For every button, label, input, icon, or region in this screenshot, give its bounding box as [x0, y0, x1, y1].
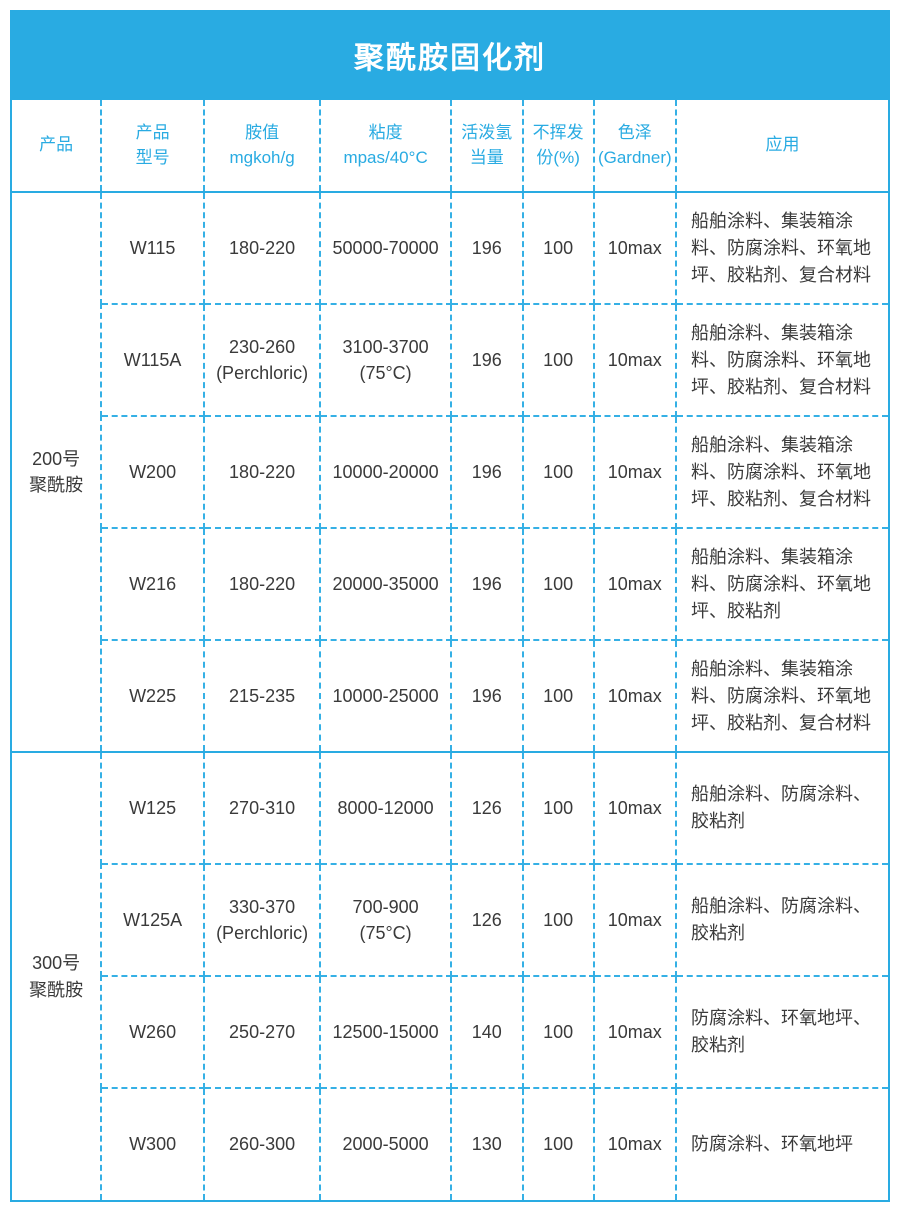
hydrogen-cell: 140: [449, 975, 524, 1089]
amine-cell: 180-220: [202, 415, 322, 529]
page: 聚酰胺固化剂 产品 产品 型号 胺值 mgkoh/g 粘度 mpas/40°C …: [10, 10, 890, 1202]
model-cell: W125: [100, 751, 205, 865]
nonvolatile-cell: 100: [521, 975, 595, 1089]
application-cell: 船舶涂料、集装箱涂料、防腐涂料、环氧地坪、胶粘剂、复合材料: [674, 415, 888, 529]
product-group-cell: 200号 聚酰胺: [12, 191, 103, 753]
nonvolatile-cell: 100: [521, 863, 595, 977]
color-cell: 10max: [592, 527, 677, 641]
color-cell: 10max: [592, 303, 677, 417]
nonvolatile-cell: 100: [521, 415, 595, 529]
nonvolatile-cell: 100: [521, 303, 595, 417]
amine-cell: 215-235: [202, 639, 322, 753]
viscosity-cell: 8000-12000: [319, 751, 452, 865]
amine-cell: 250-270: [202, 975, 322, 1089]
hydrogen-cell: 196: [449, 527, 524, 641]
viscosity-cell: 2000-5000: [319, 1087, 452, 1200]
viscosity-cell: 700-900 (75°C): [319, 863, 452, 977]
table-row: 300号 聚酰胺 W125 270-310 8000-12000 126 100…: [12, 751, 888, 1200]
hydrogen-cell: 196: [449, 415, 524, 529]
model-cell: W115: [100, 191, 205, 305]
hydrogen-cell: 196: [449, 303, 524, 417]
column-header-amine-value: 胺值 mgkoh/g: [202, 100, 322, 193]
hydrogen-cell: 196: [449, 191, 524, 305]
amine-cell: 180-220: [202, 527, 322, 641]
model-cell: W200: [100, 415, 205, 529]
table-row: W260 250-270 12500-15000 140 100 10max 防…: [12, 975, 888, 1089]
nonvolatile-cell: 100: [521, 751, 595, 865]
column-header-application: 应用: [674, 100, 888, 193]
table-row: W125A 330-370 (Perchloric) 700-900 (75°C…: [12, 863, 888, 977]
application-cell: 船舶涂料、集装箱涂料、防腐涂料、环氧地坪、胶粘剂、复合材料: [674, 639, 888, 753]
model-cell: W115A: [100, 303, 205, 417]
table-row: W115A 230-260 (Perchloric) 3100-3700 (75…: [12, 303, 888, 417]
application-cell: 船舶涂料、集装箱涂料、防腐涂料、环氧地坪、胶粘剂: [674, 527, 888, 641]
amine-cell: 260-300: [202, 1087, 322, 1200]
nonvolatile-cell: 100: [521, 639, 595, 753]
table-row: W225 215-235 10000-25000 196 100 10max 船…: [12, 639, 888, 753]
nonvolatile-cell: 100: [521, 191, 595, 305]
product-group-cell: 300号 聚酰胺: [12, 751, 103, 1200]
color-cell: 10max: [592, 639, 677, 753]
nonvolatile-cell: 100: [521, 527, 595, 641]
model-cell: W300: [100, 1087, 205, 1200]
column-header-nonvolatile: 不挥发 份(%): [521, 100, 595, 193]
application-cell: 船舶涂料、集装箱涂料、防腐涂料、环氧地坪、胶粘剂、复合材料: [674, 191, 888, 305]
amine-cell: 270-310: [202, 751, 322, 865]
column-header-product: 产品: [12, 100, 103, 193]
hydrogen-cell: 196: [449, 639, 524, 753]
hydrogen-cell: 130: [449, 1087, 524, 1200]
color-cell: 10max: [592, 975, 677, 1089]
title-bar: 聚酰胺固化剂: [10, 10, 890, 100]
table-row: W300 260-300 2000-5000 130 100 10max 防腐涂…: [12, 1087, 888, 1200]
spec-table: 产品 产品 型号 胺值 mgkoh/g 粘度 mpas/40°C 活泼氢 当量 …: [12, 100, 888, 1200]
table-row: W216 180-220 20000-35000 196 100 10max 船…: [12, 527, 888, 641]
viscosity-cell: 20000-35000: [319, 527, 452, 641]
application-cell: 船舶涂料、集装箱涂料、防腐涂料、环氧地坪、胶粘剂、复合材料: [674, 303, 888, 417]
column-header-viscosity: 粘度 mpas/40°C: [319, 100, 452, 193]
table-header: 产品 产品 型号 胺值 mgkoh/g 粘度 mpas/40°C 活泼氢 当量 …: [12, 100, 888, 193]
model-cell: W216: [100, 527, 205, 641]
column-header-model: 产品 型号: [100, 100, 205, 193]
application-cell: 防腐涂料、环氧地坪: [674, 1087, 888, 1200]
color-cell: 10max: [592, 191, 677, 305]
column-header-gardner-color: 色泽 (Gardner): [592, 100, 677, 193]
viscosity-cell: 3100-3700 (75°C): [319, 303, 452, 417]
color-cell: 10max: [592, 751, 677, 865]
viscosity-cell: 12500-15000: [319, 975, 452, 1089]
page-title: 聚酰胺固化剂: [354, 42, 546, 75]
viscosity-cell: 10000-25000: [319, 639, 452, 753]
group-300-polyamide: 300号 聚酰胺 W125 270-310 8000-12000 126 100…: [12, 751, 888, 1200]
nonvolatile-cell: 100: [521, 1087, 595, 1200]
amine-cell: 230-260 (Perchloric): [202, 303, 322, 417]
application-cell: 防腐涂料、环氧地坪、胶粘剂: [674, 975, 888, 1089]
table-row: W200 180-220 10000-20000 196 100 10max 船…: [12, 415, 888, 529]
model-cell: W225: [100, 639, 205, 753]
model-cell: W125A: [100, 863, 205, 977]
viscosity-cell: 10000-20000: [319, 415, 452, 529]
table-row: 200号 聚酰胺 W115 180-220 50000-70000 196 10…: [12, 191, 888, 753]
application-cell: 船舶涂料、防腐涂料、胶粘剂: [674, 863, 888, 977]
application-cell: 船舶涂料、防腐涂料、胶粘剂: [674, 751, 888, 865]
column-header-active-hydrogen: 活泼氢 当量: [449, 100, 524, 193]
viscosity-cell: 50000-70000: [319, 191, 452, 305]
amine-cell: 330-370 (Perchloric): [202, 863, 322, 977]
amine-cell: 180-220: [202, 191, 322, 305]
hydrogen-cell: 126: [449, 751, 524, 865]
hydrogen-cell: 126: [449, 863, 524, 977]
color-cell: 10max: [592, 415, 677, 529]
spec-table-frame: 产品 产品 型号 胺值 mgkoh/g 粘度 mpas/40°C 活泼氢 当量 …: [10, 100, 890, 1202]
model-cell: W260: [100, 975, 205, 1089]
group-200-polyamide: 200号 聚酰胺 W115 180-220 50000-70000 196 10…: [12, 191, 888, 753]
header-row: 产品 产品 型号 胺值 mgkoh/g 粘度 mpas/40°C 活泼氢 当量 …: [12, 100, 888, 193]
color-cell: 10max: [592, 863, 677, 977]
color-cell: 10max: [592, 1087, 677, 1200]
